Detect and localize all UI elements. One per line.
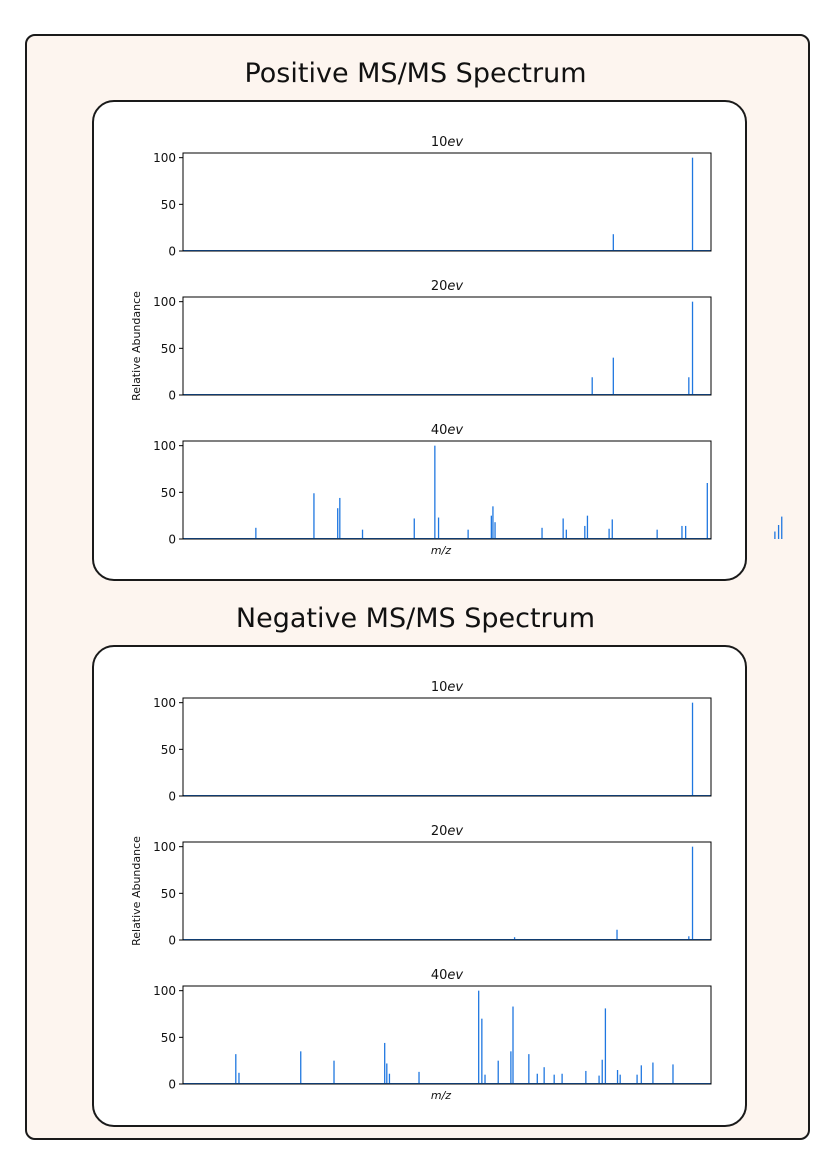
chart-title: 40ev bbox=[431, 423, 464, 438]
spectrum-chart-10ev: 10ev 0 50 100 bbox=[153, 680, 712, 804]
spectrum-chart-40ev: 40ev 0 50 100 bbox=[153, 968, 712, 1092]
y-tick-label: 100 bbox=[153, 696, 176, 710]
axes-frame bbox=[182, 697, 712, 797]
chart-title: 10ev bbox=[431, 135, 464, 150]
chart-title-energy: 20 bbox=[431, 824, 448, 839]
axes-frame bbox=[182, 440, 712, 540]
y-tick-label: 100 bbox=[153, 840, 176, 854]
x-axis-label: m/z bbox=[431, 1089, 451, 1102]
x-axis-label: m/z bbox=[431, 544, 451, 557]
y-tick-label: 0 bbox=[168, 533, 176, 547]
positive-section-title: Positive MS/MS Spectrum bbox=[244, 58, 587, 89]
positive-spectrum-panel: 10ev 0 50 100 20ev 0 50 100 40ev 0 50 100 Relative A… bbox=[92, 100, 783, 581]
y-tick-label: 50 bbox=[161, 198, 176, 212]
axes-frame bbox=[182, 985, 712, 1085]
y-tick-label: 50 bbox=[161, 743, 176, 757]
y-tick-label: 0 bbox=[168, 389, 176, 403]
negative-section-title: Negative MS/MS Spectrum bbox=[235, 603, 596, 634]
chart-title: 20ev bbox=[431, 824, 464, 839]
y-tick-label: 50 bbox=[161, 887, 176, 901]
y-tick-label: 100 bbox=[153, 984, 176, 998]
spectrum-chart-20ev: 20ev 0 50 100 bbox=[153, 824, 712, 948]
chart-title-energy: 10 bbox=[431, 135, 448, 150]
spectrum-chart-40ev: 40ev 0 50 100 bbox=[153, 423, 783, 547]
chart-title-energy: 40 bbox=[431, 423, 448, 438]
axes-frame bbox=[182, 296, 712, 396]
chart-title-energy: 10 bbox=[431, 680, 448, 695]
chart-title: 10ev bbox=[431, 680, 464, 695]
chart-title-unit: ev bbox=[447, 135, 463, 150]
y-tick-label: 0 bbox=[168, 1078, 176, 1092]
chart-title-energy: 20 bbox=[431, 279, 448, 294]
spectrum-chart-10ev: 10ev 0 50 100 bbox=[153, 135, 712, 259]
chart-title-unit: ev bbox=[447, 423, 463, 438]
y-tick-label: 100 bbox=[153, 295, 176, 309]
y-axis-label: Relative Abundance bbox=[130, 291, 143, 401]
chart-title-unit: ev bbox=[447, 968, 463, 983]
chart-title: 40ev bbox=[431, 968, 464, 983]
y-tick-label: 50 bbox=[161, 486, 176, 500]
chart-title: 20ev bbox=[431, 279, 464, 294]
y-tick-label: 50 bbox=[161, 1031, 176, 1045]
chart-title-unit: ev bbox=[447, 279, 463, 294]
y-axis-label: Relative Abundance bbox=[130, 836, 143, 946]
negative-spectrum-panel: 10ev 0 50 100 20ev 0 50 100 40ev 0 50 100 Relative A… bbox=[92, 645, 747, 1127]
y-tick-label: 50 bbox=[161, 342, 176, 356]
axes-frame bbox=[182, 841, 712, 941]
chart-title-energy: 40 bbox=[431, 968, 448, 983]
y-tick-label: 100 bbox=[153, 439, 176, 453]
y-tick-label: 0 bbox=[168, 934, 176, 948]
y-tick-label: 0 bbox=[168, 245, 176, 259]
axes-frame bbox=[182, 152, 712, 252]
y-tick-label: 0 bbox=[168, 790, 176, 804]
y-tick-label: 100 bbox=[153, 151, 176, 165]
spectrum-chart-20ev: 20ev 0 50 100 bbox=[153, 279, 712, 403]
chart-title-unit: ev bbox=[447, 680, 463, 695]
chart-title-unit: ev bbox=[447, 824, 463, 839]
